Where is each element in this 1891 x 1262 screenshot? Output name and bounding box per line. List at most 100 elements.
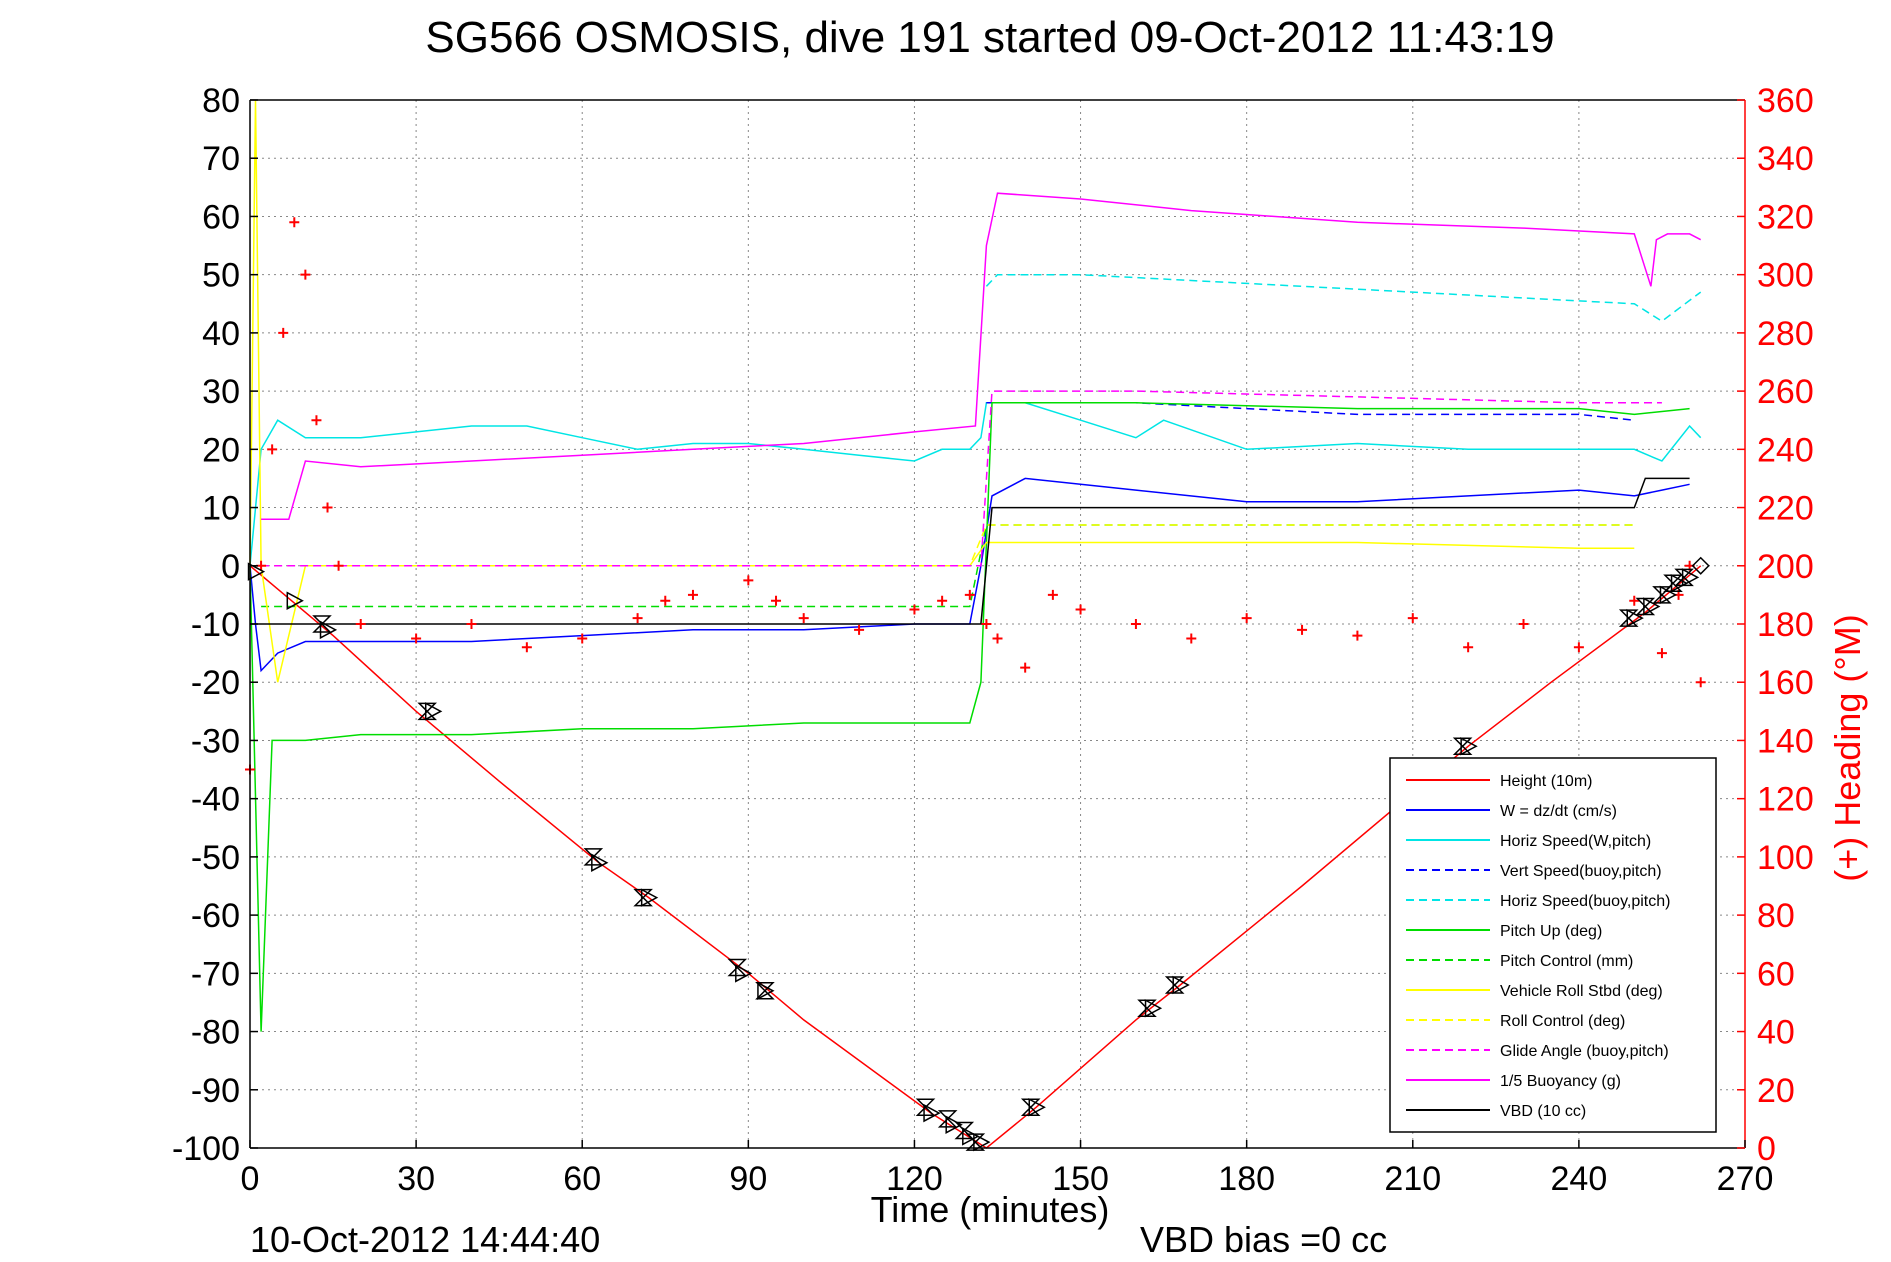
- triangle-marker: [962, 1127, 980, 1146]
- hourglass-marker: [417, 702, 437, 721]
- heading-point: [937, 595, 948, 606]
- x-tick-label: 210: [1384, 1160, 1441, 1198]
- triangle-marker: [945, 1115, 963, 1134]
- triangle-marker: [640, 888, 659, 907]
- heading-point: [333, 560, 344, 571]
- right-tick-label: 320: [1757, 198, 1814, 236]
- y-tick-label: -100: [172, 1130, 240, 1168]
- heading-point: [660, 595, 671, 606]
- heading-point: [521, 642, 532, 653]
- y-tick-label: -70: [191, 955, 240, 993]
- legend-label: W = dz/dt (cm/s): [1500, 803, 1617, 820]
- series-line-4: [985, 273, 1702, 323]
- right-tick-label: 300: [1757, 257, 1814, 295]
- legend-label: Roll Control (deg): [1500, 1013, 1625, 1030]
- y-tick-label: -90: [191, 1072, 240, 1110]
- legend-label: Horiz Speed(buoy,pitch): [1500, 893, 1670, 910]
- y-tick-label: 70: [202, 140, 240, 178]
- heading-point: [981, 619, 992, 629]
- hourglass-marker: [915, 1098, 936, 1116]
- triangle-marker: [973, 1132, 991, 1152]
- heading-point: [1695, 677, 1706, 688]
- heading-point: [1130, 619, 1141, 629]
- legend-label: Vert Speed(buoy,pitch): [1500, 863, 1662, 880]
- x-tick-label: 30: [397, 1160, 435, 1198]
- right-tick-label: 40: [1757, 1014, 1795, 1052]
- hourglass-marker: [633, 888, 653, 907]
- marker-layer: [247, 556, 1710, 1152]
- heading-point: [992, 633, 1003, 644]
- y-tick-label: -80: [191, 1014, 240, 1052]
- right-tick-label: 260: [1757, 373, 1814, 411]
- legend-label: Horiz Speed(W,pitch): [1500, 833, 1651, 850]
- heading-point: [322, 502, 333, 513]
- footer-vbd-bias: VBD bias =0 cc: [1140, 1219, 1387, 1260]
- x-tick-label: 120: [886, 1160, 943, 1198]
- heading-point: [1186, 633, 1197, 644]
- right-tick-label: 340: [1757, 140, 1814, 178]
- triangle-marker: [1144, 999, 1163, 1018]
- hourglass-marker: [1164, 976, 1185, 994]
- heading-point: [1463, 642, 1474, 653]
- right-tick-label: 240: [1757, 431, 1814, 469]
- footer-timestamp: 10-Oct-2012 14:44:40: [250, 1219, 600, 1260]
- legend: Height (10m) W = dz/dt (cm/s) Horiz Speed(…: [1389, 757, 1717, 1133]
- heading-point: [1020, 662, 1031, 673]
- heading-point: [278, 327, 289, 338]
- heading-point: [964, 589, 975, 600]
- heading-point: [267, 444, 278, 455]
- right-tick-label: 180: [1757, 606, 1814, 644]
- y-tick-label: -40: [191, 781, 240, 819]
- legend-label: Glide Angle (buoy,pitch): [1500, 1043, 1669, 1060]
- heading-point: [1629, 595, 1640, 606]
- heading-point: [466, 619, 477, 629]
- y-tick-label: 20: [202, 431, 240, 469]
- series-line-9: [261, 390, 1662, 567]
- legend-label: Vehicle Roll Stbd (deg): [1500, 983, 1663, 1000]
- x-tick-label: 150: [1052, 1160, 1109, 1198]
- right-tick-label: 360: [1757, 82, 1814, 120]
- hourglass-marker: [1137, 999, 1157, 1018]
- heading-point: [289, 217, 300, 228]
- heading-point: [411, 633, 422, 644]
- hourglass-marker: [583, 848, 604, 866]
- heading-point: [798, 613, 809, 624]
- legend-label: Height (10m): [1500, 773, 1592, 790]
- heading-point: [1518, 619, 1529, 629]
- right-tick-label: 280: [1757, 315, 1814, 353]
- heading-point: [632, 613, 643, 624]
- right-tick-label: 20: [1757, 1072, 1795, 1110]
- right-tick-label: 60: [1757, 955, 1795, 993]
- right-tick-label: 160: [1757, 664, 1814, 702]
- diamond-marker: [1691, 556, 1710, 575]
- heading-point: [1573, 642, 1584, 653]
- hourglass-marker: [954, 1121, 975, 1140]
- hourglass-marker: [965, 1133, 986, 1151]
- heading-point: [355, 619, 366, 629]
- triangle-marker: [923, 1103, 941, 1123]
- y-tick-label: 80: [202, 82, 240, 120]
- y-tick-label: -30: [191, 722, 240, 760]
- y-tick-label: -10: [191, 606, 240, 644]
- heading-point: [1407, 613, 1418, 624]
- hourglass-marker: [1618, 609, 1639, 627]
- y-tick-label: -20: [191, 664, 240, 702]
- right-tick-label: 80: [1757, 897, 1795, 935]
- hourglass-marker: [1652, 586, 1672, 604]
- right-tick-label: 0: [1757, 1130, 1776, 1168]
- heading-point: [311, 415, 322, 426]
- hourglass-marker: [312, 615, 332, 633]
- axes-layer: 0 30 60 90 120 150 180 210 240 270 80 70 60 50 40 30 20 1…: [172, 82, 1814, 1198]
- triangle-marker: [424, 702, 443, 721]
- hourglass-marker: [755, 982, 775, 1000]
- heading-point: [854, 624, 865, 635]
- triangle-marker: [319, 620, 338, 640]
- heading-point: [1352, 630, 1363, 641]
- x-axis-label: Time (minutes): [871, 1189, 1110, 1230]
- x-tick-label: 180: [1218, 1160, 1275, 1198]
- y-tick-label: 10: [202, 490, 240, 528]
- x-tick-label: 270: [1717, 1160, 1774, 1198]
- x-tick-label: 90: [729, 1160, 767, 1198]
- hourglass-marker: [1674, 568, 1694, 587]
